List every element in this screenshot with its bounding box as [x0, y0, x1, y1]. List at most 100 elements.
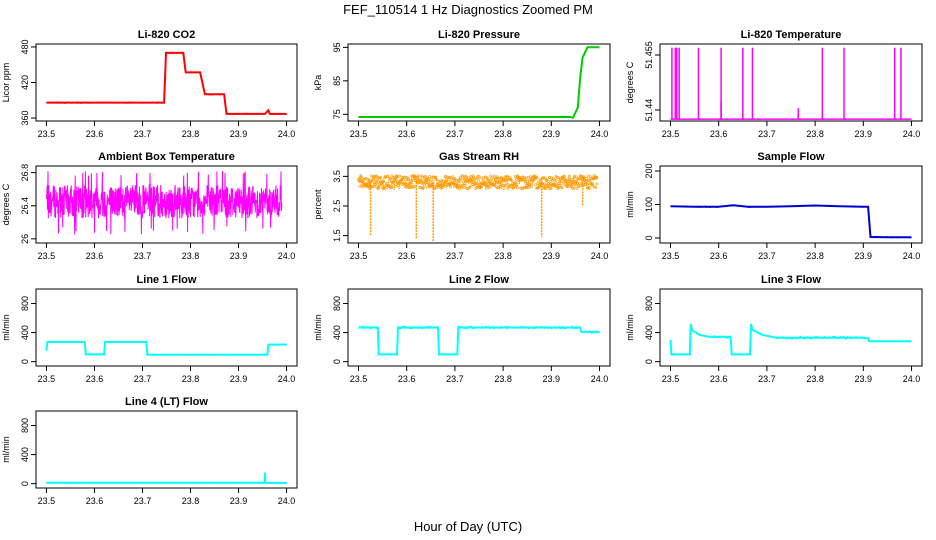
series-noise: [46, 51, 287, 116]
rh-point: [379, 175, 383, 179]
rh-point: [498, 184, 502, 188]
rh-point: [503, 175, 507, 179]
rh-point: [571, 186, 575, 190]
rh-point: [394, 183, 398, 187]
panel-title: Line 4 (LT) Flow: [125, 396, 208, 408]
rh-point: [452, 180, 456, 184]
x-tick-label: 23.8: [182, 374, 200, 384]
rh-point: [504, 177, 508, 181]
x-tick-label: 23.8: [494, 129, 512, 139]
rh-point: [385, 181, 389, 185]
x-tick-label: 23.5: [38, 129, 56, 139]
chart-panel-4: Ambient Box Temperature degrees C 23.5 23.6…: [1, 151, 298, 261]
x-tick-label: 23.7: [134, 129, 152, 139]
rh-point: [505, 178, 509, 182]
y-tick-label: 100: [644, 197, 654, 212]
series-noise: [46, 481, 287, 485]
rh-point: [468, 185, 472, 189]
x-tick-label: 23.5: [38, 374, 56, 384]
plot-frame: [347, 43, 611, 122]
y-tick-label: 95: [332, 42, 342, 52]
x-tick-label: 23.7: [134, 374, 152, 384]
rh-point: [375, 179, 379, 183]
rh-point: [560, 186, 564, 190]
rh-point: [422, 178, 426, 182]
panel-ylabel: percent: [313, 189, 323, 220]
plot-frame: [35, 165, 298, 244]
rh-point: [595, 176, 599, 180]
x-tick-label: 23.6: [710, 129, 728, 139]
data-layer: [670, 47, 912, 120]
rh-point: [442, 182, 446, 186]
rh-point: [505, 181, 509, 184]
panel-ylabel: degrees C: [1, 183, 11, 225]
rh-point: [427, 182, 431, 186]
x-tick-label: 24.0: [903, 129, 921, 139]
x-tick-label: 23.8: [806, 129, 824, 139]
data-layer: [669, 323, 912, 356]
rh-point: [407, 177, 411, 181]
rh-point: [429, 178, 433, 181]
data-layer: [45, 340, 287, 356]
y-tick-label: 51.455: [644, 41, 654, 69]
rh-point: [374, 183, 377, 187]
y-tick-label: 3.5: [332, 170, 342, 183]
rh-point: [459, 177, 463, 181]
rh-point: [391, 176, 395, 180]
y-tick-label: 800: [644, 296, 654, 311]
rh-point: [544, 187, 548, 191]
rh-point: [586, 174, 590, 178]
data-layer: [358, 46, 600, 119]
x-tick-label: 23.6: [86, 374, 104, 384]
x-tick-label: 23.5: [38, 496, 56, 506]
rh-point: [555, 182, 559, 186]
rh-point: [482, 180, 486, 184]
x-tick-label: 23.9: [855, 251, 873, 261]
rh-point: [358, 185, 362, 188]
rh-point: [453, 178, 457, 182]
rh-point: [594, 176, 598, 180]
x-tick-label: 23.5: [662, 129, 680, 139]
rh-point: [403, 183, 406, 186]
x-tick-label: 24.0: [278, 251, 296, 261]
rh-point: [534, 183, 537, 187]
data-layer: [45, 170, 283, 235]
rh-point: [537, 180, 541, 184]
series-line: [358, 46, 600, 119]
rh-point: [423, 175, 427, 178]
rh-point: [507, 183, 511, 187]
plot-frame: [347, 288, 611, 367]
panel-ylabel: ml/min: [1, 314, 11, 341]
rh-point: [517, 181, 521, 185]
rh-point: [458, 180, 462, 184]
rh-point: [361, 185, 365, 189]
data-layer: [46, 472, 287, 485]
y-tick-label: 75: [332, 109, 342, 119]
panel-ylabel: Licor ppm: [1, 63, 11, 103]
rh-point: [574, 180, 578, 183]
rh-point: [389, 186, 393, 190]
y-tick-label: 0: [644, 359, 654, 364]
rh-point: [578, 177, 581, 181]
rh-point: [572, 180, 576, 184]
panel-title: Ambient Box Temperature: [98, 151, 235, 163]
rh-point: [511, 181, 514, 185]
y-tick-label: 400: [20, 325, 30, 340]
series-line: [669, 323, 912, 356]
rh-point: [466, 187, 470, 191]
x-tick-label: 23.9: [543, 374, 561, 384]
rh-point: [520, 177, 524, 181]
y-tick-label: 51.44: [644, 99, 654, 122]
plot-frame: [35, 410, 298, 489]
chart-panel-8: Line 2 Flow ml/min 23.5 23.6 23.7 23.8 23.9 24.…: [313, 274, 611, 384]
x-tick-label: 23.5: [38, 251, 56, 261]
rh-point: [525, 185, 529, 189]
rh-point: [361, 177, 365, 181]
rh-point: [455, 182, 459, 186]
rh-point: [497, 177, 501, 181]
chart-panel-7: Line 1 Flow ml/min 23.5 23.6 23.7 23.8 23.9 24.…: [1, 274, 298, 384]
rh-point: [359, 175, 363, 179]
rh-point: [463, 183, 467, 187]
rh-point: [515, 186, 519, 190]
